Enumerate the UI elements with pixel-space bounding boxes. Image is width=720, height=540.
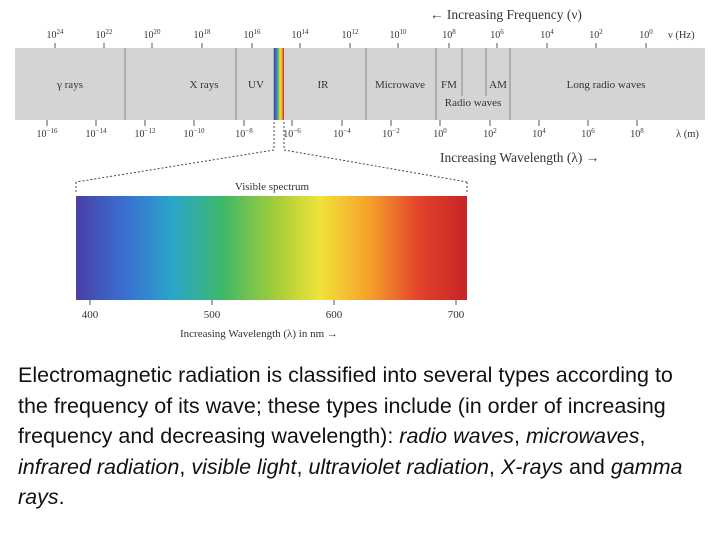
visible-tick: 600 — [326, 309, 343, 321]
caption-paragraph: Electromagnetic radiation is classified … — [18, 360, 708, 513]
freq-tick: 1018 — [194, 28, 212, 41]
band-dividers — [124, 48, 511, 120]
visible-tick: 700 — [448, 309, 465, 321]
wl-tick: 10−2 — [382, 127, 400, 140]
wavelength-tick-labels: 10−16 10−14 10−12 10−10 10−8 10−6 10−4 1… — [37, 127, 645, 140]
caption-item-ultraviolet: ultraviolet radiation — [308, 454, 489, 479]
caption-separator: , — [514, 424, 526, 448]
visible-spectrum-title: Visible spectrum — [235, 181, 310, 193]
caption-item-x-rays: X-rays — [500, 454, 563, 479]
wl-tick: 10−16 — [37, 127, 58, 140]
caption-separator: , — [639, 424, 646, 448]
freq-tick: 108 — [442, 28, 456, 41]
visible-spectrum-bar — [76, 196, 467, 300]
wl-tick: 10−8 — [235, 127, 253, 140]
band-label-fm: FM — [441, 79, 457, 91]
wl-tick: 10−12 — [135, 127, 156, 140]
wl-tick: 100 — [433, 127, 447, 140]
caption-end: . — [58, 485, 65, 509]
caption-item-visible-light: visible light — [191, 454, 297, 479]
band-label-xray: X rays — [189, 79, 218, 91]
frequency-tick-labels: 1024 1022 1020 1018 1016 1014 1012 1010 … — [47, 28, 654, 41]
freq-tick: 1010 — [390, 28, 408, 41]
wl-tick: 10−6 — [283, 127, 301, 140]
freq-tick: 106 — [490, 28, 504, 41]
freq-tick: 1014 — [292, 28, 310, 41]
band-label-uv: UV — [248, 79, 264, 91]
visible-axis-title: Increasing Wavelength (λ) in nm → — [180, 328, 338, 340]
wl-tick: 102 — [483, 127, 497, 140]
band-label-long-radio: Long radio waves — [567, 79, 646, 91]
em-spectrum-diagram: ← Increasing Frequency (ν) 1024 1022 102… — [15, 7, 705, 340]
wl-tick: 10−10 — [184, 127, 205, 140]
caption-separator: , — [296, 454, 309, 479]
visible-band — [274, 48, 284, 120]
band-label-gamma: γ rays — [56, 79, 83, 91]
wl-tick: 10−4 — [333, 127, 351, 140]
zoom-connector — [75, 122, 468, 194]
band-label-am: AM — [489, 79, 507, 91]
freq-tick: 1016 — [244, 28, 262, 41]
visible-tick: 500 — [204, 309, 221, 321]
visible-tick-marks — [89, 300, 457, 305]
caption-separator: , — [179, 454, 192, 479]
freq-tick: 1020 — [144, 28, 162, 41]
caption-item-microwaves: microwaves — [525, 424, 640, 448]
wl-tick: 104 — [532, 127, 546, 140]
band-strip — [15, 48, 705, 120]
visible-tick: 400 — [82, 309, 99, 321]
caption-item-radio-waves: radio waves — [399, 424, 515, 448]
freq-tick: 102 — [589, 28, 603, 41]
wl-tick: 108 — [630, 127, 644, 140]
frequency-unit: ν (Hz) — [668, 30, 695, 41]
tick-marks — [46, 43, 647, 126]
freq-tick: 1024 — [47, 28, 65, 41]
caption-separator: , — [488, 454, 501, 479]
freq-tick: 100 — [639, 28, 653, 41]
wl-tick: 106 — [581, 127, 595, 140]
caption-item-gamma-rays: gamma rays — [18, 454, 683, 510]
radio-waves-label: Radio waves — [445, 97, 502, 109]
freq-tick: 104 — [540, 28, 554, 41]
caption-intro: Electromagnetic radiation is classified … — [18, 363, 673, 448]
freq-tick: 1012 — [342, 28, 360, 41]
band-label-ir: IR — [318, 79, 330, 91]
wl-tick: 10−14 — [86, 127, 107, 140]
caption-conjunction: and — [562, 454, 611, 479]
wavelength-axis-title: Increasing Wavelength (λ) → — [440, 150, 599, 165]
frequency-axis-title: ← Increasing Frequency (ν) — [430, 7, 582, 22]
caption-item-infrared: infrared radiation — [18, 454, 180, 479]
wavelength-unit: λ (m) — [676, 129, 699, 140]
band-label-microwave: Microwave — [375, 79, 425, 91]
freq-tick: 1022 — [96, 28, 114, 41]
